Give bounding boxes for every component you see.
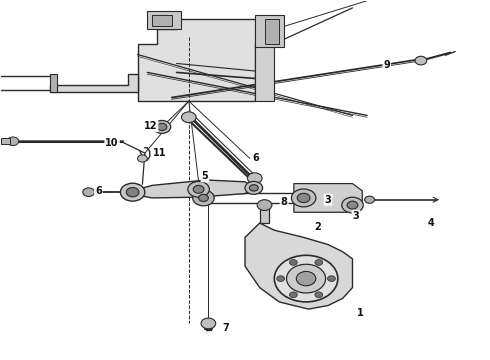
Circle shape [245, 181, 263, 194]
Circle shape [138, 155, 147, 162]
Circle shape [347, 201, 358, 209]
Text: 2: 2 [314, 222, 320, 231]
Text: 6: 6 [252, 153, 259, 163]
Circle shape [188, 181, 209, 197]
Polygon shape [133, 180, 255, 198]
Text: 5: 5 [201, 171, 208, 181]
Polygon shape [294, 184, 362, 212]
Circle shape [292, 189, 316, 207]
Text: 11: 11 [153, 148, 166, 158]
Circle shape [297, 193, 310, 203]
Circle shape [193, 190, 214, 206]
Circle shape [181, 112, 196, 123]
Circle shape [201, 318, 216, 329]
Polygon shape [245, 223, 352, 309]
Circle shape [247, 173, 262, 184]
Polygon shape [265, 19, 279, 44]
Polygon shape [255, 19, 274, 101]
Polygon shape [255, 15, 284, 47]
Polygon shape [49, 74, 57, 92]
Circle shape [287, 264, 326, 293]
Circle shape [257, 200, 272, 211]
Circle shape [296, 271, 316, 286]
Circle shape [121, 183, 145, 201]
Circle shape [290, 260, 297, 265]
Text: 9: 9 [383, 60, 390, 70]
Polygon shape [138, 19, 274, 101]
Circle shape [126, 188, 139, 197]
Circle shape [193, 185, 204, 193]
Circle shape [274, 255, 338, 302]
Text: 10: 10 [105, 138, 119, 148]
Text: 1: 1 [356, 308, 363, 318]
Text: 12: 12 [144, 121, 157, 131]
Text: 8: 8 [281, 197, 288, 207]
Circle shape [249, 185, 258, 191]
Polygon shape [0, 138, 10, 144]
Polygon shape [158, 123, 166, 131]
Circle shape [415, 56, 427, 65]
Circle shape [290, 292, 297, 298]
Circle shape [315, 260, 323, 265]
Circle shape [83, 188, 95, 197]
Circle shape [198, 194, 208, 202]
Text: 7: 7 [222, 323, 229, 333]
Polygon shape [260, 202, 270, 223]
Circle shape [157, 123, 167, 131]
Text: 4: 4 [427, 218, 434, 228]
Text: 1: 1 [356, 308, 363, 318]
Circle shape [7, 137, 19, 145]
Circle shape [328, 276, 335, 282]
Polygon shape [49, 74, 138, 92]
Circle shape [365, 196, 374, 203]
Circle shape [342, 197, 363, 213]
Polygon shape [147, 12, 181, 30]
Text: 3: 3 [325, 195, 331, 205]
Circle shape [277, 276, 285, 282]
Polygon shape [152, 15, 171, 26]
Text: 6: 6 [95, 186, 102, 197]
Circle shape [315, 292, 323, 298]
Text: 3: 3 [352, 211, 359, 221]
Circle shape [153, 121, 171, 134]
